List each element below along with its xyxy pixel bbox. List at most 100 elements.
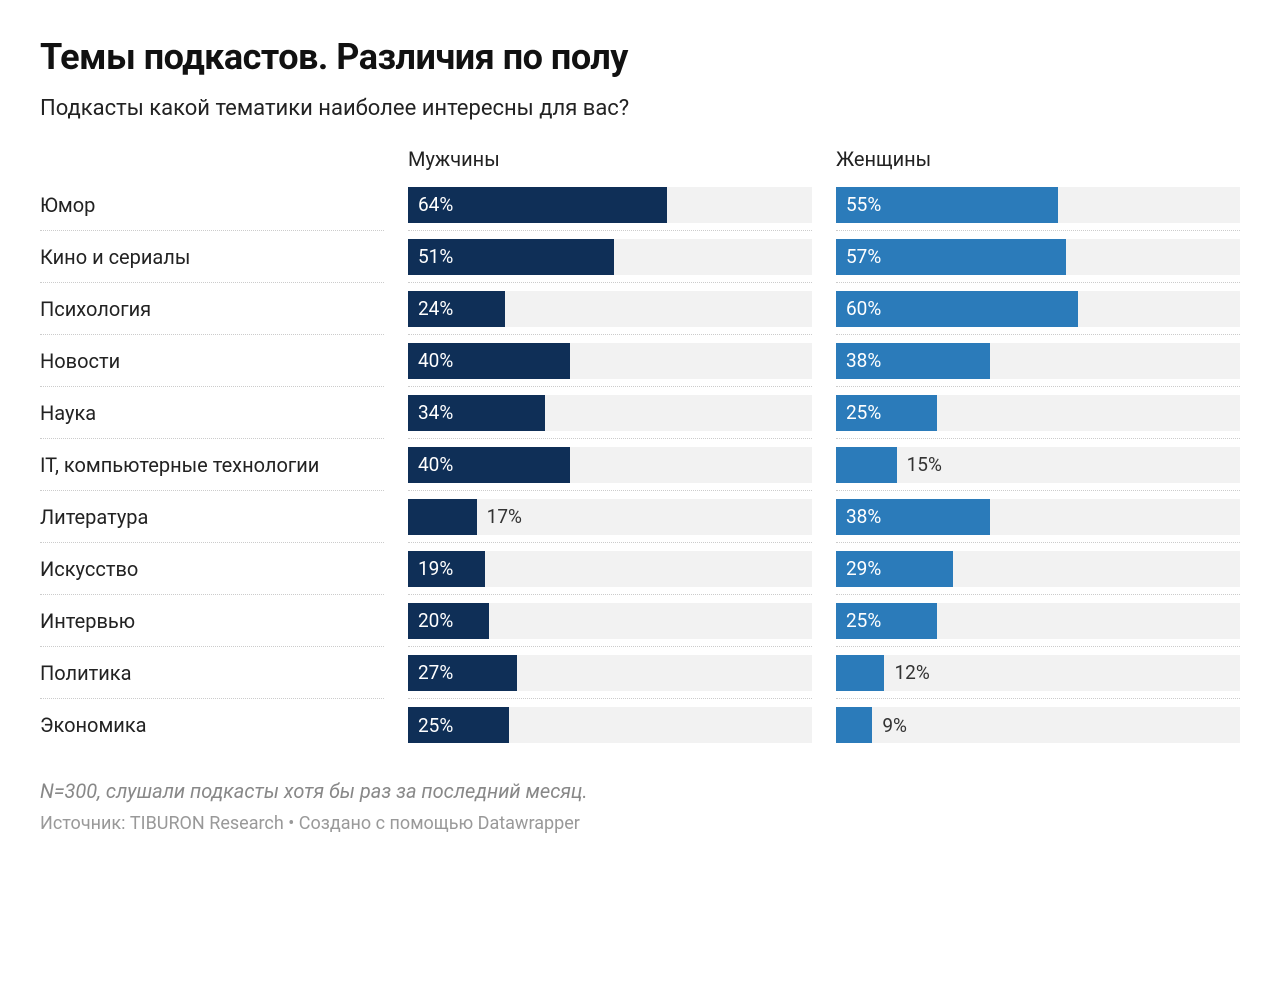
bar-track: 51% (408, 239, 812, 275)
bar-fill (836, 655, 884, 691)
bar-cell: 64% (408, 179, 812, 231)
bar-cell: 38% (836, 491, 1240, 543)
bar-track: 64% (408, 187, 812, 223)
column-header-men: Мужчины (408, 147, 812, 179)
bar-cell: 40% (408, 335, 812, 387)
bar-track: 34% (408, 395, 812, 431)
chart-subtitle: Подкасты какой тематики наиболее интерес… (40, 96, 1240, 121)
bar-value: 15% (897, 453, 942, 476)
bar-track: 12% (836, 655, 1240, 691)
bar-fill: 40% (408, 343, 570, 379)
bar-value: 40% (418, 453, 453, 476)
bar-track: 20% (408, 603, 812, 639)
bar-track: 60% (836, 291, 1240, 327)
bar-track: 29% (836, 551, 1240, 587)
category-label: Кино и сериалы (40, 231, 384, 283)
bar-fill: 25% (836, 395, 937, 431)
category-label: Новости (40, 335, 384, 387)
bar-fill (836, 707, 872, 743)
bar-track: 15% (836, 447, 1240, 483)
bar-fill: 57% (836, 239, 1066, 275)
bar-cell: 12% (836, 647, 1240, 699)
header-spacer (40, 147, 384, 179)
bar-fill: 38% (836, 343, 990, 379)
bar-track: 25% (836, 395, 1240, 431)
bar-cell: 34% (408, 387, 812, 439)
bar-value: 24% (418, 297, 453, 320)
bar-cell: 25% (836, 387, 1240, 439)
bar-value: 51% (418, 245, 453, 268)
bar-cell: 55% (836, 179, 1240, 231)
bar-fill: 27% (408, 655, 517, 691)
bar-fill: 34% (408, 395, 545, 431)
bar-track: 40% (408, 343, 812, 379)
bar-cell: 19% (408, 543, 812, 595)
bar-cell: 57% (836, 231, 1240, 283)
bar-fill: 19% (408, 551, 485, 587)
bar-fill (408, 499, 477, 535)
bar-fill: 20% (408, 603, 489, 639)
bar-track: 24% (408, 291, 812, 327)
category-label: Политика (40, 647, 384, 699)
bar-fill: 40% (408, 447, 570, 483)
bar-fill (836, 447, 897, 483)
category-label: Искусство (40, 543, 384, 595)
source-line: Источник: TIBURON Research • Создано с п… (40, 813, 1240, 834)
bar-fill: 25% (836, 603, 937, 639)
bar-value: 60% (846, 297, 881, 320)
bar-cell: 24% (408, 283, 812, 335)
bar-track: 55% (836, 187, 1240, 223)
bar-cell: 20% (408, 595, 812, 647)
bar-fill: 55% (836, 187, 1058, 223)
bar-track: 17% (408, 499, 812, 535)
bar-track: 27% (408, 655, 812, 691)
bar-fill: 60% (836, 291, 1078, 327)
chart-title: Темы подкастов. Различия по полу (40, 36, 1240, 78)
bar-value: 25% (846, 401, 881, 424)
bar-cell: 51% (408, 231, 812, 283)
bar-track: 57% (836, 239, 1240, 275)
bar-cell: 25% (836, 595, 1240, 647)
bar-cell: 27% (408, 647, 812, 699)
bar-value: 55% (846, 193, 881, 216)
bar-chart: МужчиныЖенщиныЮмор64%55%Кино и сериалы51… (40, 147, 1240, 751)
category-label: IT, компьютерные технологии (40, 439, 384, 491)
bar-track: 25% (408, 707, 812, 743)
bar-value: 27% (418, 661, 453, 684)
bar-cell: 29% (836, 543, 1240, 595)
bar-track: 38% (836, 343, 1240, 379)
bar-track: 40% (408, 447, 812, 483)
bar-value: 12% (884, 661, 929, 684)
bar-value: 64% (418, 193, 453, 216)
category-label: Психология (40, 283, 384, 335)
bar-track: 19% (408, 551, 812, 587)
bar-value: 9% (872, 714, 907, 737)
bar-cell: 40% (408, 439, 812, 491)
sample-note: N=300, слушали подкасты хотя бы раз за п… (40, 779, 1240, 803)
category-label: Интервью (40, 595, 384, 647)
bar-fill: 51% (408, 239, 614, 275)
bar-cell: 38% (836, 335, 1240, 387)
bar-fill: 24% (408, 291, 505, 327)
category-label: Наука (40, 387, 384, 439)
bar-value: 25% (418, 714, 453, 737)
bar-track: 9% (836, 707, 1240, 743)
bar-value: 29% (846, 557, 881, 580)
bar-fill: 29% (836, 551, 953, 587)
bar-value: 38% (846, 349, 881, 372)
category-label: Литература (40, 491, 384, 543)
bar-value: 19% (418, 557, 453, 580)
category-label: Экономика (40, 699, 384, 751)
bar-fill: 38% (836, 499, 990, 535)
bar-fill: 25% (408, 707, 509, 743)
bar-cell: 25% (408, 699, 812, 751)
bar-fill: 64% (408, 187, 667, 223)
bar-value: 57% (846, 245, 881, 268)
bar-cell: 60% (836, 283, 1240, 335)
bar-value: 40% (418, 349, 453, 372)
bar-value: 34% (418, 401, 453, 424)
bar-track: 25% (836, 603, 1240, 639)
bar-cell: 17% (408, 491, 812, 543)
bar-value: 38% (846, 505, 881, 528)
bar-value: 20% (418, 609, 453, 632)
